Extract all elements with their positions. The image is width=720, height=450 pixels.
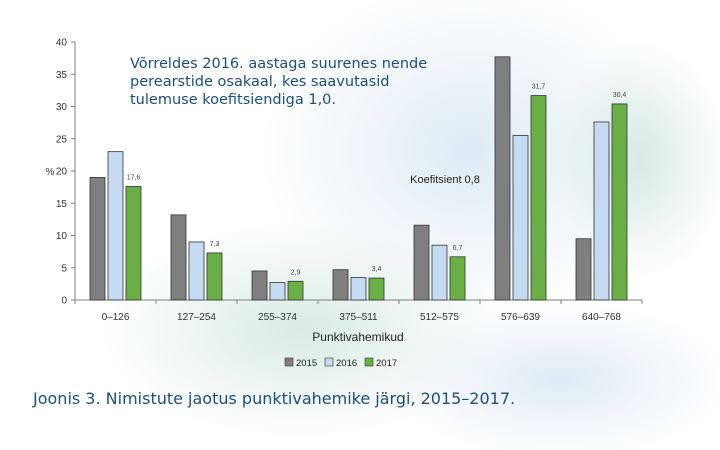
bar-2016 [107, 151, 124, 301]
legend-swatch-2017 [364, 357, 374, 367]
figure-caption: Joonis 3. Nimistute jaotus punktivahemik… [33, 389, 516, 408]
data-label: 3,4 [372, 266, 382, 273]
bar-2015 [89, 177, 106, 301]
bar-2017 [206, 252, 223, 301]
legend-swatch-2016 [324, 357, 334, 367]
y-tick-label: 0 [61, 296, 67, 307]
bar-2016 [188, 241, 205, 301]
y-tick-label: 15 [56, 199, 68, 210]
bar-2015 [413, 224, 430, 301]
legend-label: 2015 [296, 358, 317, 369]
x-tick-label: 255–374 [258, 312, 297, 323]
bar-2017 [449, 256, 466, 301]
y-tick-label: 30 [56, 102, 68, 113]
data-label: 31,7 [532, 84, 546, 91]
chart-note: Võrreldes 2016. aastaga suurenes nende p… [130, 56, 428, 108]
y-tick-label: 10 [56, 231, 68, 242]
x-tick-label: 512–575 [420, 312, 459, 323]
x-tick-label: 576–639 [501, 312, 540, 323]
bar-2015 [251, 270, 268, 301]
x-tick-label: 0–126 [102, 312, 130, 323]
bar-2015 [332, 269, 349, 301]
x-tick-label: 640–768 [582, 312, 621, 323]
bar-2015 [170, 214, 187, 301]
bar-2016 [512, 135, 529, 301]
coefficient-annotation: Koefitsient 0,8 [410, 174, 480, 186]
y-tick-label: 35 [56, 70, 68, 81]
legend-swatch-2015 [284, 357, 294, 367]
bar-2017 [125, 186, 142, 301]
legend-label: 2016 [336, 358, 357, 369]
bar-2016 [431, 244, 448, 301]
y-tick-label: 40 [56, 38, 68, 49]
x-tick-label: 375–511 [339, 312, 378, 323]
y-tick-label: 20 [56, 167, 68, 178]
bar-2017 [530, 95, 547, 301]
data-label: 7,3 [210, 241, 220, 248]
bar-2017 [611, 103, 628, 301]
legend-label: 2017 [376, 358, 397, 369]
bar-2017 [368, 277, 385, 301]
x-tick-label: 127–254 [177, 312, 216, 323]
y-tick-label: 5 [61, 263, 67, 274]
bar-2015 [575, 238, 592, 301]
y-axis-label: % [46, 167, 55, 178]
y-tick-label: 25 [56, 134, 68, 145]
data-label: 2,9 [291, 269, 301, 276]
bar-2015 [494, 56, 511, 301]
data-label: 17,6 [127, 174, 141, 181]
data-label: 6,7 [453, 245, 463, 252]
x-axis-label: Punktivahemikud [312, 330, 403, 344]
bar-2016 [269, 282, 286, 301]
data-label: 30,4 [613, 92, 627, 99]
bar-2016 [350, 277, 367, 301]
bar-2016 [593, 121, 610, 301]
bar-2017 [287, 280, 304, 301]
